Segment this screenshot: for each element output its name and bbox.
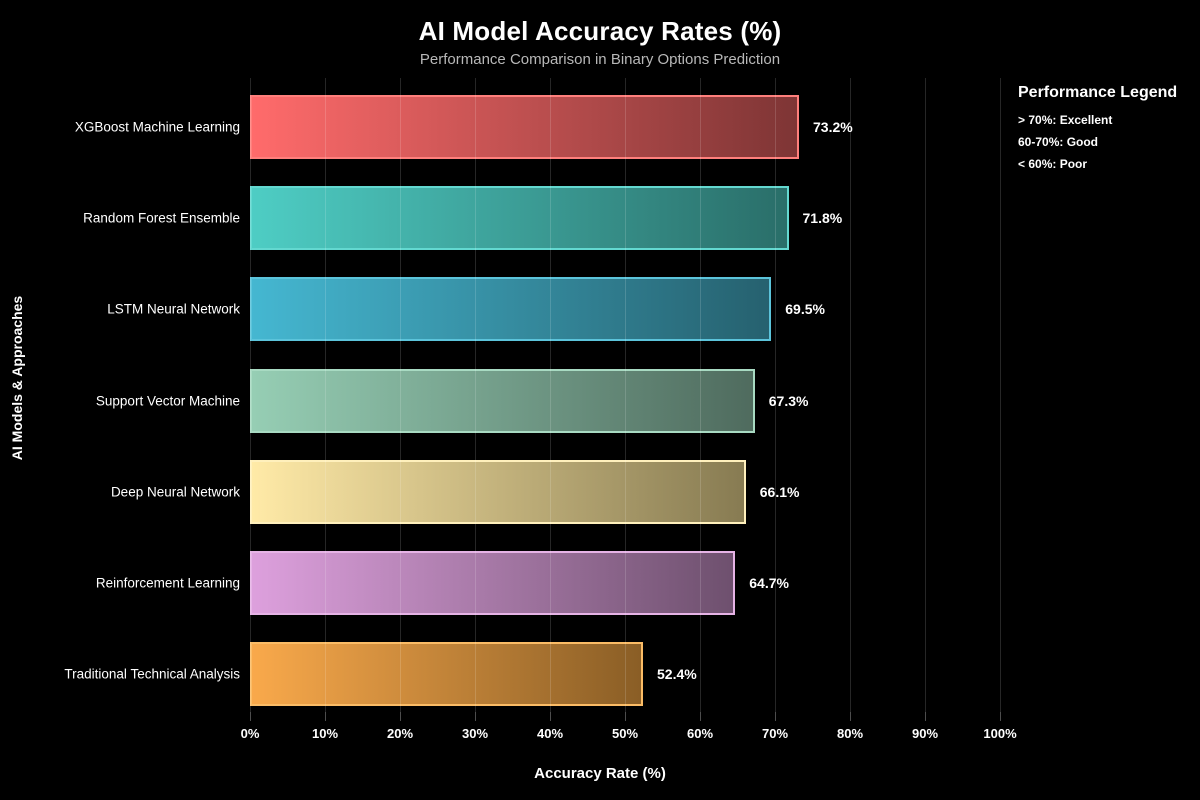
bar-value-label: 66.1%	[759, 484, 800, 500]
bar-value-label: 67.3%	[768, 393, 809, 409]
x-axis-tick	[924, 712, 926, 721]
gridline	[999, 78, 1001, 712]
bar-dnn	[250, 460, 746, 524]
gridline	[324, 78, 326, 712]
x-axis-tick	[624, 712, 626, 721]
x-tick-label: 20%	[386, 726, 414, 741]
x-axis-tick	[399, 712, 401, 721]
bar-value-label: 52.4%	[657, 666, 697, 682]
legend-item-good: 60-70%: Good	[1018, 135, 1099, 149]
x-tick-label: 70%	[761, 726, 789, 741]
category-label: XGBoost Machine Learning	[74, 119, 240, 135]
x-axis-tick	[849, 712, 851, 721]
gridline	[399, 78, 401, 712]
category-label: Reinforcement Learning	[95, 575, 240, 591]
category-label: Traditional Technical Analysis	[64, 666, 240, 682]
gridline	[624, 78, 626, 712]
bar-random-forest	[250, 186, 789, 250]
x-tick-label: 90%	[911, 726, 939, 741]
chart-title: AI Model Accuracy Rates (%)	[418, 16, 782, 46]
bar-value-label: 64.7%	[749, 575, 789, 591]
bar-traditional	[250, 642, 643, 706]
gridline	[474, 78, 476, 712]
y-axis-title: AI Models & Approaches	[9, 295, 25, 461]
x-axis-tick	[249, 712, 251, 721]
x-tick-label: 80%	[836, 726, 864, 741]
bar-value-label: 73.2%	[813, 119, 853, 135]
gridline	[699, 78, 701, 712]
legend-item-excellent: > 70%: Excellent	[1018, 113, 1113, 127]
performance-legend: Performance Legend > 70%: Excellent 60-7…	[1018, 84, 1177, 179]
gridline	[849, 78, 851, 712]
x-axis-tick	[999, 712, 1001, 721]
legend-item-poor: < 60%: Poor	[1018, 157, 1088, 171]
x-axis-tick	[774, 712, 776, 721]
legend-title: Performance Legend	[1018, 84, 1178, 101]
bar-xgboost	[250, 95, 799, 159]
category-label: Deep Neural Network	[110, 484, 240, 500]
category-label: LSTM Neural Network	[107, 301, 240, 317]
plot-area: 73.2% 71.8% 69.5% 67.3% 66.1% 64.7% 52.4…	[241, 78, 1017, 741]
x-tick-label: 0%	[240, 726, 260, 741]
x-axis-title: Accuracy Rate (%)	[534, 765, 666, 782]
category-label: Support Vector Machine	[95, 393, 240, 409]
x-tick-label: 40%	[536, 726, 564, 741]
category-label: Random Forest Ensemble	[83, 210, 240, 226]
x-tick-label: 60%	[686, 726, 714, 741]
bar-value-label: 71.8%	[802, 210, 843, 226]
x-axis-tick	[474, 712, 476, 721]
gridline	[774, 78, 776, 712]
x-tick-label: 100%	[983, 726, 1017, 741]
chart-subtitle: Performance Comparison in Binary Options…	[419, 51, 781, 68]
x-axis-tick	[549, 712, 551, 721]
bar-svm	[250, 369, 755, 433]
bar-reinforcement	[250, 551, 736, 615]
x-axis-tick	[324, 712, 326, 721]
x-tick-label: 50%	[611, 726, 639, 741]
bar-lstm	[250, 277, 772, 341]
x-tick-label: 10%	[311, 726, 339, 741]
x-tick-label: 30%	[461, 726, 489, 741]
gridline	[924, 78, 926, 712]
bar-value-label: 69.5%	[785, 301, 825, 317]
x-axis-tick	[699, 712, 701, 721]
gridline	[549, 78, 551, 712]
gridline	[249, 78, 251, 712]
